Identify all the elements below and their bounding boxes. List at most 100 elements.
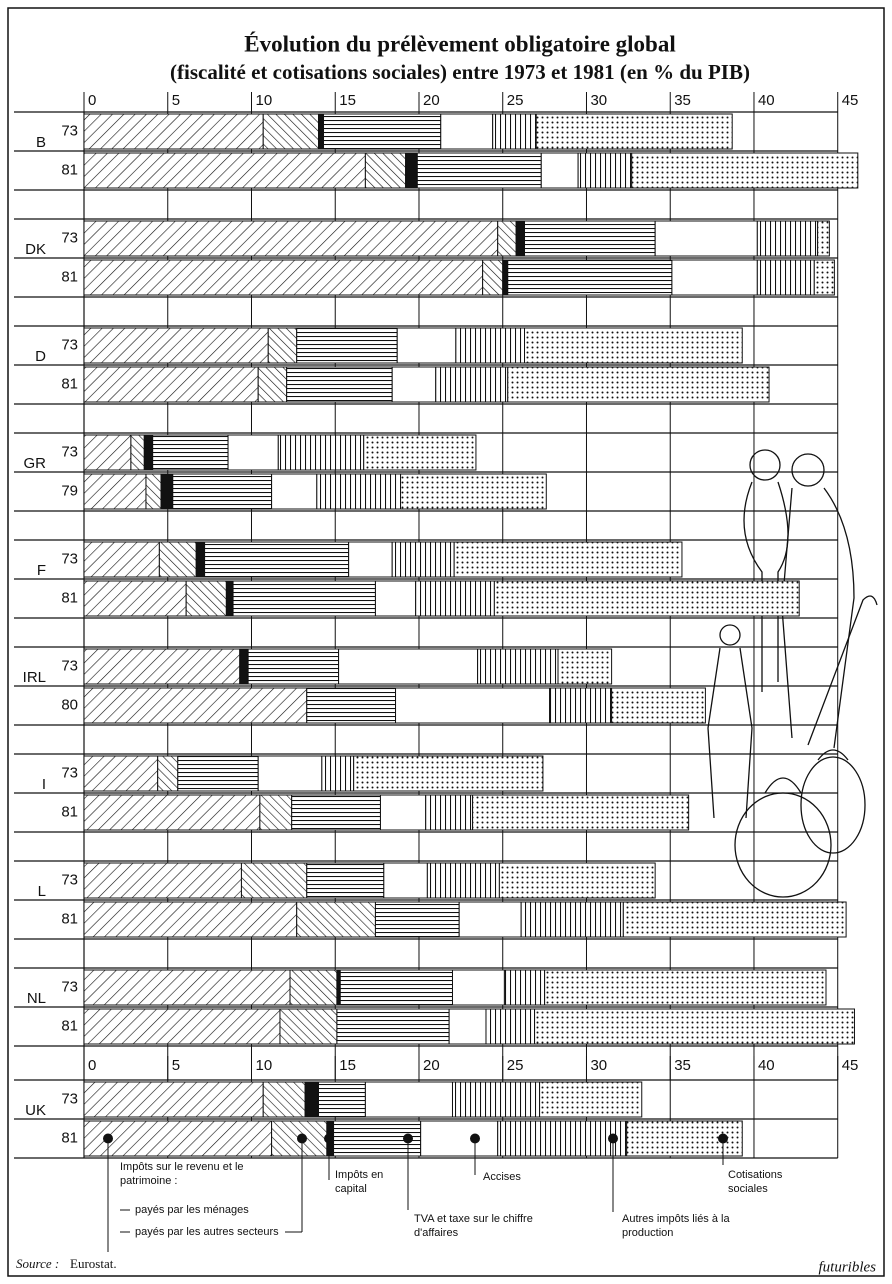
year-label: 73 (61, 978, 78, 995)
legend-label: Impôts en capital (335, 1168, 407, 1196)
bar-segment (248, 649, 338, 684)
chart-title: Évolution du prélèvement obligatoire glo… (244, 31, 675, 56)
bar-segment (364, 435, 476, 470)
year-label: 81 (61, 803, 78, 820)
source-label: Source : (16, 1256, 59, 1271)
bar-segment (196, 542, 204, 577)
x-tick-label: 45 (842, 1057, 859, 1074)
legend-group-label: Impôts sur le revenu et le patrimoine : (120, 1160, 290, 1188)
bar-segment (508, 260, 672, 295)
country-label: NL (27, 990, 46, 1007)
bar-segment (297, 328, 397, 363)
bar-segment (473, 795, 689, 830)
x-tick-label: 10 (255, 1057, 272, 1074)
bar-segment (757, 221, 817, 256)
bar-segment (144, 435, 152, 470)
bar-segment (84, 1009, 280, 1044)
bar-segment (452, 970, 504, 1005)
bar-segment (508, 367, 769, 402)
x-tick-label: 45 (842, 92, 859, 109)
chart: Évolution du prélèvement obligatoire glo… (0, 0, 892, 1284)
bar-segment (278, 435, 363, 470)
bar-segment (493, 114, 537, 149)
bar-segment (84, 474, 146, 509)
bar-segment (324, 114, 441, 149)
bar-segment (84, 1082, 263, 1117)
bar-segment (375, 902, 459, 937)
bar-segment (178, 756, 258, 791)
bar-segment (84, 260, 483, 295)
bar-segment (305, 1082, 318, 1117)
bar-segment (504, 970, 544, 1005)
bar-segment (84, 542, 159, 577)
bar-segment (406, 153, 418, 188)
year-label: 73 (61, 871, 78, 888)
x-tick-label: 10 (255, 92, 272, 109)
bar-segment (240, 649, 248, 684)
bar-segment (84, 756, 158, 791)
x-tick-label: 0 (88, 92, 96, 109)
bar-segment (84, 581, 186, 616)
bar-segment (535, 1009, 855, 1044)
bar-segment (307, 688, 396, 723)
x-tick-label: 35 (674, 92, 691, 109)
bar-segment (498, 221, 516, 256)
bar-segment (540, 1082, 642, 1117)
legend-label: Accises (483, 1170, 563, 1184)
year-label: 73 (61, 336, 78, 353)
bar-segment (397, 328, 456, 363)
bar-segment (84, 649, 240, 684)
x-tick-label: 30 (590, 92, 607, 109)
bar-segment (525, 328, 743, 363)
bar-segment (173, 474, 272, 509)
bar-segment (307, 863, 384, 898)
bar-segment (233, 581, 375, 616)
bar-segment (503, 260, 508, 295)
year-label: 81 (61, 589, 78, 606)
bar-segment (280, 1009, 337, 1044)
bar-segment (426, 795, 473, 830)
x-tick-label: 30 (590, 1057, 607, 1074)
bar-segment (499, 863, 655, 898)
bar-segment (416, 581, 495, 616)
x-tick-label: 25 (507, 1057, 524, 1074)
bar-segment (814, 260, 834, 295)
bar-segment (375, 581, 415, 616)
bar-segment (322, 756, 354, 791)
bar-segment (84, 863, 241, 898)
year-label: 81 (61, 161, 78, 178)
bar-segment (290, 970, 337, 1005)
bar-segment (158, 756, 178, 791)
x-tick-label: 15 (339, 1057, 356, 1074)
country-label: I (42, 776, 46, 793)
bar-segment (449, 1009, 486, 1044)
bar-segment (392, 367, 436, 402)
bar-segment (541, 153, 578, 188)
bar-segment (459, 902, 521, 937)
bar-segment (365, 1082, 452, 1117)
bar-segment (578, 153, 632, 188)
bar-segment (146, 474, 161, 509)
bar-segment (427, 863, 499, 898)
year-label: 73 (61, 657, 78, 674)
bar-segment (623, 902, 846, 937)
legend-label: TVA et taxe sur le chiffre d'affaires (414, 1212, 574, 1240)
bar-segment (545, 970, 826, 1005)
bar-segment (337, 1009, 449, 1044)
year-label: 81 (61, 268, 78, 285)
source: Eurostat. (70, 1256, 117, 1271)
x-tick-label: 20 (423, 1057, 440, 1074)
country-label: L (38, 883, 46, 900)
country-label: D (35, 348, 46, 365)
country-label: DK (25, 241, 46, 258)
bar-segment (550, 688, 612, 723)
x-tick-label: 40 (758, 92, 775, 109)
bar-segment (516, 221, 524, 256)
bar-segment (365, 153, 405, 188)
bar-segment (263, 114, 318, 149)
year-label: 81 (61, 1129, 78, 1146)
bar-segment (205, 542, 349, 577)
year-label: 73 (61, 122, 78, 139)
bar-segment (84, 221, 498, 256)
bar-segment (228, 435, 278, 470)
